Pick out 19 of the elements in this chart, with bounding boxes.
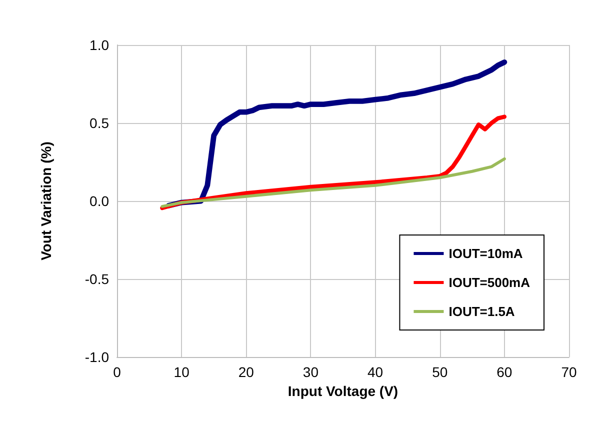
legend-label: IOUT=500mA xyxy=(448,275,531,290)
x-tick-label: 40 xyxy=(367,364,384,380)
x-tick-label: 50 xyxy=(432,364,448,380)
y-tick-label: 1.0 xyxy=(90,37,110,53)
legend-label: IOUT=10mA xyxy=(448,246,524,261)
line-series xyxy=(160,157,506,208)
y-tick-label: -0.5 xyxy=(84,271,110,287)
y-axis-title: Vout Variation (%) xyxy=(38,142,54,260)
y-tick-label: 0.5 xyxy=(90,115,110,131)
x-tick-label: 60 xyxy=(496,364,512,380)
y-tick-label: -1.0 xyxy=(84,349,110,365)
x-tick-label: 70 xyxy=(561,364,577,380)
y-tick-label: 0.0 xyxy=(90,193,110,209)
x-tick-label: 10 xyxy=(174,364,190,380)
x-tick-label: 30 xyxy=(302,364,319,380)
x-axis-title: Input Voltage (V) xyxy=(288,382,398,399)
legend-label: IOUT=1.5A xyxy=(448,304,516,319)
x-tick-label: 0 xyxy=(113,364,122,380)
x-tick-label: 20 xyxy=(238,364,254,380)
